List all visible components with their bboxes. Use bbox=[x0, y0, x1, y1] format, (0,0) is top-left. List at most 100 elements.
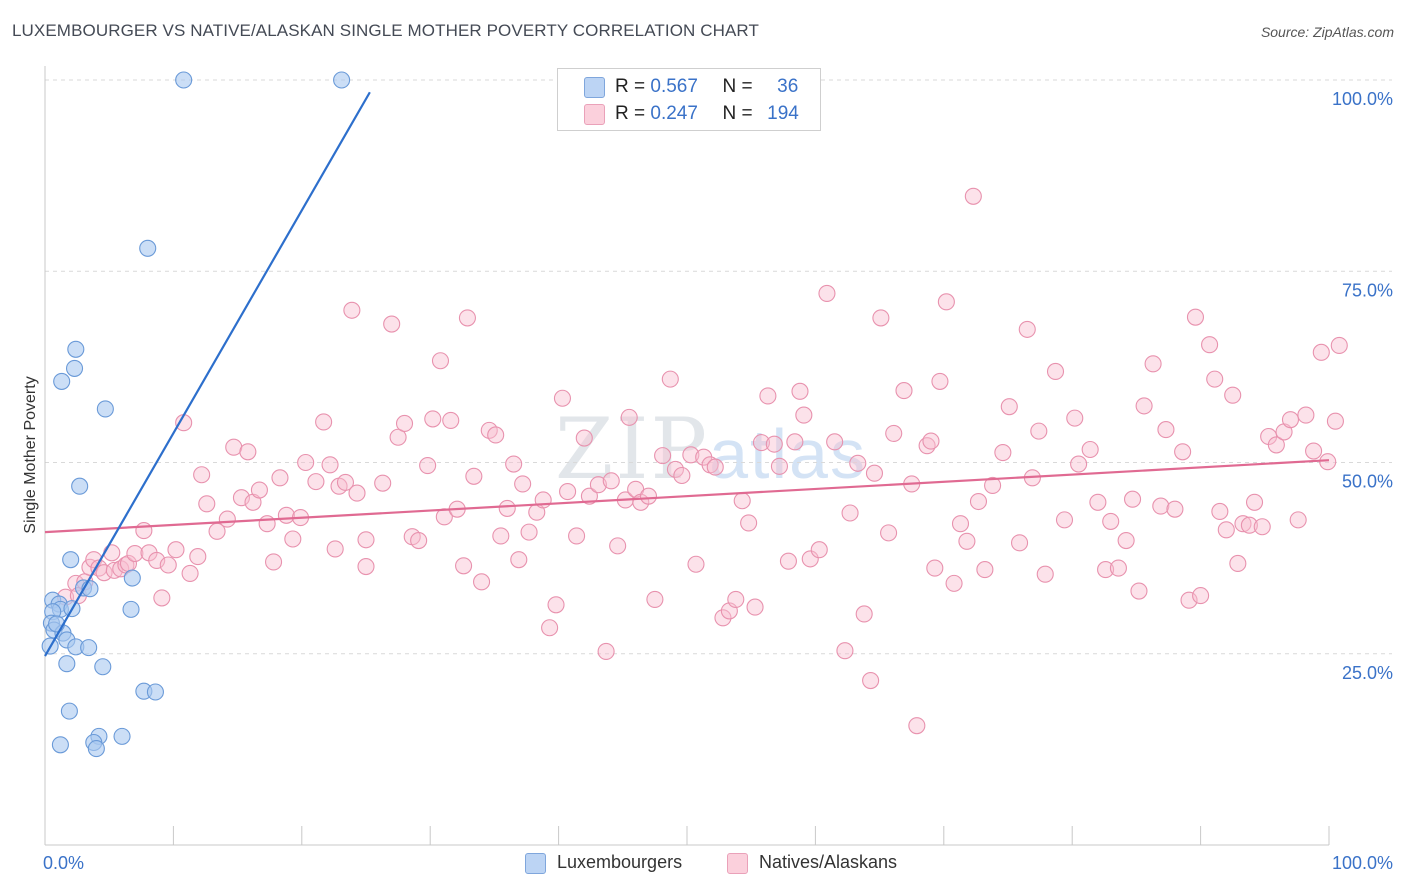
point-natives bbox=[1081, 440, 1099, 459]
point-natives bbox=[1109, 559, 1127, 577]
point-natives bbox=[759, 387, 777, 405]
series-legend: Luxembourgers Natives/Alaskans bbox=[0, 852, 1406, 876]
point-natives bbox=[553, 389, 572, 407]
point-natives bbox=[589, 476, 607, 494]
point-natives bbox=[964, 187, 982, 205]
point-natives bbox=[1011, 534, 1029, 552]
series-luxembourgers bbox=[41, 71, 351, 758]
point-natives bbox=[189, 548, 207, 566]
point-luxembourgers bbox=[48, 615, 66, 633]
point-natives bbox=[1201, 336, 1219, 354]
point-natives bbox=[1123, 490, 1142, 508]
point-luxembourgers bbox=[65, 359, 84, 377]
point-natives bbox=[498, 499, 516, 517]
point-natives bbox=[620, 408, 638, 426]
point-natives bbox=[389, 428, 407, 446]
point-natives bbox=[473, 573, 491, 591]
point-natives bbox=[646, 590, 664, 608]
point-natives bbox=[922, 432, 940, 450]
tick-labels: 25.0% 50.0% 75.0% 100.0% 0.0% 100.0% bbox=[43, 89, 1393, 873]
point-natives bbox=[1097, 561, 1115, 579]
point-natives bbox=[1267, 436, 1285, 454]
point-natives bbox=[810, 541, 828, 559]
point-natives bbox=[1229, 554, 1247, 573]
legend-swatch-pink bbox=[584, 104, 605, 125]
point-natives bbox=[103, 544, 121, 562]
point-natives bbox=[609, 537, 627, 555]
point-natives bbox=[770, 457, 788, 475]
point-natives bbox=[348, 484, 366, 502]
point-natives bbox=[826, 433, 844, 451]
point-natives bbox=[465, 467, 483, 485]
point-natives bbox=[1312, 343, 1330, 361]
point-natives bbox=[795, 406, 813, 424]
point-natives bbox=[95, 564, 113, 582]
point-natives bbox=[336, 473, 355, 491]
point-natives bbox=[258, 515, 276, 533]
point-natives bbox=[383, 315, 401, 333]
point-natives bbox=[1240, 516, 1258, 534]
point-natives bbox=[1192, 587, 1210, 605]
point-natives bbox=[791, 382, 809, 400]
watermark-atlas: atlas bbox=[709, 415, 867, 493]
series-natives-alaskans bbox=[56, 187, 1348, 735]
point-natives bbox=[1036, 565, 1054, 583]
point-natives bbox=[284, 530, 302, 548]
point-natives bbox=[895, 382, 913, 400]
point-natives bbox=[931, 372, 949, 390]
point-natives bbox=[969, 492, 988, 511]
point-natives bbox=[1224, 386, 1242, 404]
point-natives bbox=[654, 447, 672, 465]
legend-swatch-pink bbox=[727, 853, 748, 874]
r-label: R = bbox=[615, 76, 646, 97]
point-natives bbox=[1174, 443, 1192, 461]
point-luxembourgers bbox=[139, 239, 157, 257]
point-natives bbox=[167, 541, 185, 559]
point-natives bbox=[181, 564, 199, 582]
point-luxembourgers bbox=[58, 655, 76, 673]
x-tick-label-max: 100.0% bbox=[1332, 853, 1393, 873]
x-tick-label-min: 0.0% bbox=[43, 853, 84, 873]
point-natives bbox=[159, 556, 177, 574]
point-natives bbox=[865, 464, 884, 482]
point-natives bbox=[321, 456, 339, 474]
chart-title: LUXEMBOURGER VS NATIVE/ALASKAN SINGLE MO… bbox=[12, 21, 759, 40]
legend-label: Luxembourgers bbox=[557, 852, 683, 872]
point-natives bbox=[1234, 515, 1252, 533]
point-natives bbox=[410, 531, 428, 550]
point-natives bbox=[431, 352, 450, 370]
point-luxembourgers bbox=[80, 639, 98, 657]
point-natives bbox=[1326, 412, 1344, 430]
point-natives bbox=[639, 487, 658, 505]
point-natives bbox=[602, 472, 620, 490]
point-natives bbox=[976, 561, 994, 579]
point-natives bbox=[855, 605, 873, 623]
point-natives bbox=[1046, 362, 1065, 381]
point-natives bbox=[374, 474, 392, 492]
point-natives bbox=[1117, 531, 1135, 550]
point-luxembourgers bbox=[87, 740, 105, 758]
watermark-zip: ZIP bbox=[555, 400, 710, 498]
point-natives bbox=[714, 609, 732, 627]
point-natives bbox=[1305, 442, 1323, 460]
r-value: 0.247 bbox=[650, 103, 698, 124]
point-luxembourgers bbox=[333, 71, 351, 89]
point-natives bbox=[135, 522, 153, 540]
point-natives bbox=[198, 495, 216, 513]
point-natives bbox=[487, 426, 505, 444]
watermark: ZIPatlas bbox=[555, 400, 867, 498]
point-natives bbox=[1297, 406, 1315, 424]
point-natives bbox=[994, 444, 1012, 462]
point-natives bbox=[1130, 582, 1148, 600]
point-natives bbox=[1135, 397, 1153, 415]
point-natives bbox=[1070, 455, 1088, 473]
point-natives bbox=[1166, 500, 1184, 518]
point-natives bbox=[307, 473, 325, 491]
point-natives bbox=[1030, 422, 1048, 440]
point-natives bbox=[1066, 409, 1084, 427]
source-credit: Source: ZipAtlas.com bbox=[1260, 24, 1394, 40]
point-natives bbox=[818, 284, 836, 302]
n-value: 194 bbox=[767, 103, 799, 124]
point-natives bbox=[395, 414, 414, 433]
point-natives bbox=[945, 574, 963, 592]
